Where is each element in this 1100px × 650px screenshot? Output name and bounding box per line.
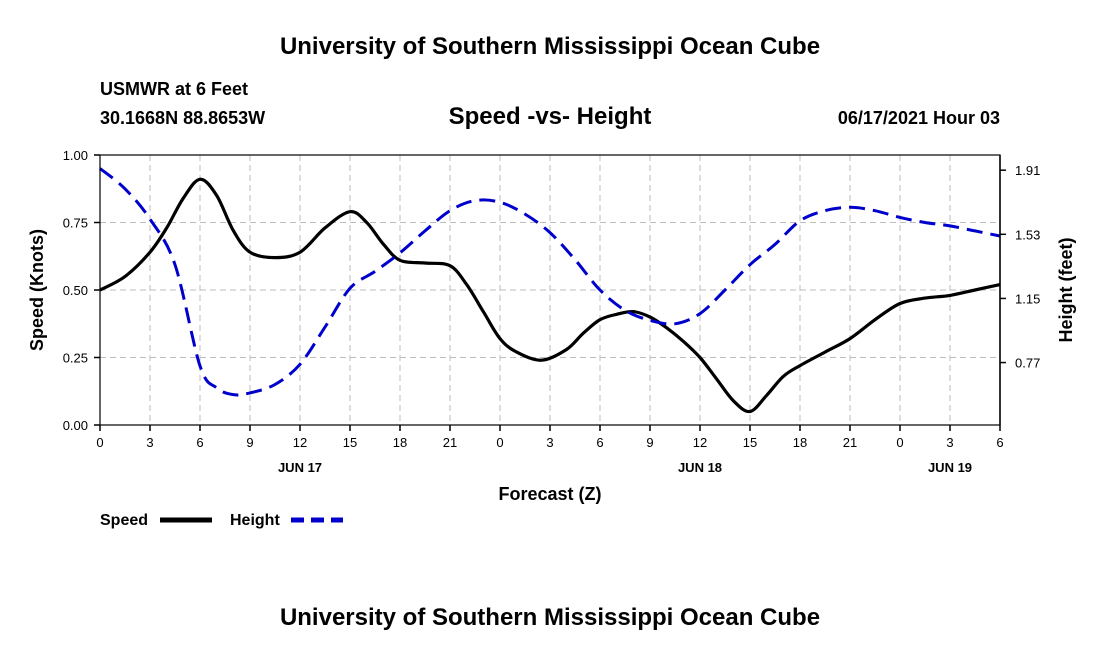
x-tick-label-9: 3 <box>546 435 553 450</box>
x-tick-label-14: 18 <box>793 435 807 450</box>
station-label: USMWR at 6 Feet <box>100 79 248 99</box>
legend-label-speed: Speed <box>100 512 148 529</box>
series-line-height <box>99 167 1001 397</box>
series-line-speed <box>99 177 1001 414</box>
x-tick-label-12: 12 <box>693 435 707 450</box>
day-label-1: JUN 18 <box>678 460 722 475</box>
chart-title: Speed -vs- Height <box>449 103 652 130</box>
x-tick-label-16: 0 <box>896 435 903 450</box>
x-tick-label-13: 15 <box>743 435 757 450</box>
legend: Speed Height <box>100 512 343 529</box>
day-label-2: JUN 19 <box>928 460 972 475</box>
x-tick-label-0: 0 <box>96 435 103 450</box>
y-axis-left-label: Speed (Knots) <box>27 229 47 351</box>
y-right-tick-label-2: 1.53 <box>1015 227 1040 242</box>
y-left-tick-label-0: 0.00 <box>63 418 88 433</box>
datetime-label: 06/17/2021 Hour 03 <box>838 108 1000 128</box>
y-left-tick-label-4: 1.00 <box>63 148 88 163</box>
coords-label: 30.1668N 88.8653W <box>100 108 265 128</box>
y-right-tick-label-1: 1.15 <box>1015 291 1040 306</box>
x-tick-label-6: 18 <box>393 435 407 450</box>
y-axis-right-label: Height (feet) <box>1056 238 1076 343</box>
x-tick-label-15: 21 <box>843 435 857 450</box>
x-tick-label-17: 3 <box>946 435 953 450</box>
x-tick-label-4: 12 <box>293 435 307 450</box>
y-right-tick-label-0: 0.77 <box>1015 356 1040 371</box>
x-axis-label: Forecast (Z) <box>498 484 601 504</box>
title-bottom: University of Southern Mississippi Ocean… <box>280 604 820 631</box>
x-tick-label-18: 6 <box>996 435 1003 450</box>
y-left-tick-label-3: 0.75 <box>63 216 88 231</box>
x-tick-label-10: 6 <box>596 435 603 450</box>
series-layer <box>99 167 1001 414</box>
x-tick-label-7: 21 <box>443 435 457 450</box>
x-tick-label-11: 9 <box>646 435 653 450</box>
title-top: University of Southern Mississippi Ocean… <box>280 33 820 60</box>
y-right-tick-label-3: 1.91 <box>1015 163 1040 178</box>
y-left-tick-label-2: 0.50 <box>63 283 88 298</box>
legend-label-height: Height <box>230 512 280 529</box>
x-tick-label-3: 9 <box>246 435 253 450</box>
axes: 0 3 6 9 12 15 18 21 0 3 6 9 12 15 18 21 0 3 6 JUN 17 JUN 18 J… <box>63 148 1041 475</box>
day-label-0: JUN 17 <box>278 460 322 475</box>
x-tick-label-5: 15 <box>343 435 357 450</box>
x-tick-label-2: 6 <box>196 435 203 450</box>
x-tick-label-1: 3 <box>146 435 153 450</box>
y-left-tick-label-1: 0.25 <box>63 351 88 366</box>
x-tick-label-8: 0 <box>496 435 503 450</box>
grid <box>100 155 1000 425</box>
